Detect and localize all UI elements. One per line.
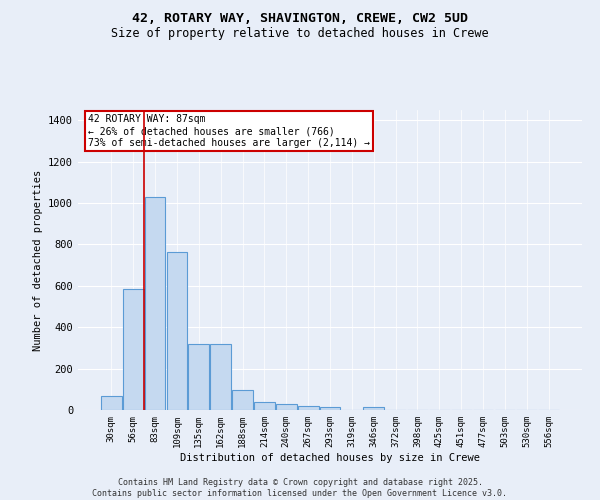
Bar xyxy=(167,252,187,410)
Text: 42, ROTARY WAY, SHAVINGTON, CREWE, CW2 5UD: 42, ROTARY WAY, SHAVINGTON, CREWE, CW2 5… xyxy=(132,12,468,26)
Y-axis label: Number of detached properties: Number of detached properties xyxy=(32,170,43,350)
Text: Size of property relative to detached houses in Crewe: Size of property relative to detached ho… xyxy=(111,28,489,40)
Bar xyxy=(188,344,209,410)
Bar xyxy=(298,406,319,410)
Text: 42 ROTARY WAY: 87sqm
← 26% of detached houses are smaller (766)
73% of semi-deta: 42 ROTARY WAY: 87sqm ← 26% of detached h… xyxy=(88,114,370,148)
Bar xyxy=(210,344,231,410)
Bar xyxy=(123,289,143,410)
Text: Contains HM Land Registry data © Crown copyright and database right 2025.
Contai: Contains HM Land Registry data © Crown c… xyxy=(92,478,508,498)
Bar xyxy=(232,390,253,410)
Bar xyxy=(145,197,166,410)
Bar xyxy=(101,396,122,410)
Bar xyxy=(320,407,340,410)
X-axis label: Distribution of detached houses by size in Crewe: Distribution of detached houses by size … xyxy=(180,452,480,462)
Bar xyxy=(364,407,384,410)
Bar xyxy=(254,402,275,410)
Bar xyxy=(276,404,296,410)
